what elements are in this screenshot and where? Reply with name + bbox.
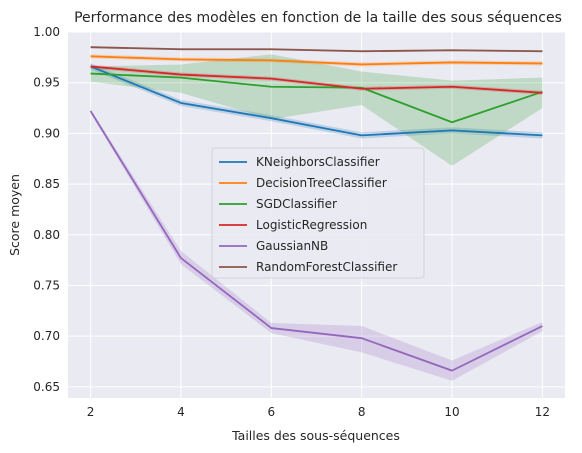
y-tick-label: 0.70 xyxy=(33,329,60,343)
chart-title: Performance des modèles en fonction de l… xyxy=(74,10,562,26)
y-tick-label: 0.90 xyxy=(33,126,60,140)
y-tick-label: 0.95 xyxy=(33,76,60,90)
legend-label: DecisionTreeClassifier xyxy=(256,176,387,190)
x-tick-label: 6 xyxy=(267,405,275,419)
x-tick-label: 2 xyxy=(87,405,95,419)
y-axis-label: Score moyen xyxy=(7,174,22,256)
x-tick-label: 4 xyxy=(177,405,185,419)
y-tick-label: 0.85 xyxy=(33,177,60,191)
legend-label: GaussianNB xyxy=(256,239,328,253)
legend-label: SGDClassifier xyxy=(256,197,337,211)
legend-label: KNeighborsClassifier xyxy=(256,155,380,169)
legend-label: LogisticRegression xyxy=(256,218,367,232)
x-tick-label: 10 xyxy=(444,405,459,419)
y-tick-label: 1.00 xyxy=(33,25,60,39)
legend: KNeighborsClassifier DecisionTreeClassifi… xyxy=(212,148,424,278)
y-tick-label: 0.80 xyxy=(33,228,60,242)
y-tick-label: 0.65 xyxy=(33,380,60,394)
legend-label: RandomForestClassifier xyxy=(256,260,397,274)
x-axis-label: Tailles des sous-séquences xyxy=(231,428,400,443)
y-tick-label: 0.75 xyxy=(33,278,60,292)
x-tick-label: 8 xyxy=(358,405,366,419)
x-tick-label: 12 xyxy=(535,405,550,419)
